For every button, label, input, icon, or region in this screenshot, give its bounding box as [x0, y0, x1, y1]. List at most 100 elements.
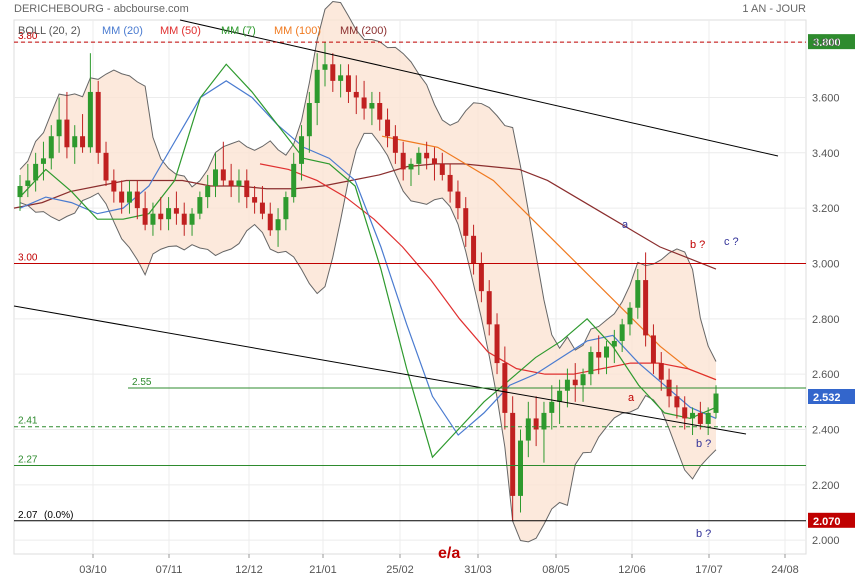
- candle-body: [48, 136, 54, 159]
- candle-body: [330, 64, 336, 81]
- legend-item: MM (50): [160, 25, 201, 37]
- x-tick-label: 25/02: [386, 564, 414, 576]
- candle-body: [126, 191, 132, 203]
- candle-body: [103, 152, 109, 181]
- candle-body: [111, 180, 117, 192]
- candle-body: [338, 75, 344, 81]
- y-tick-label: 2.800: [812, 314, 840, 326]
- last-price-tag: 2.532: [808, 389, 855, 404]
- y-tick-label: 2.400: [812, 424, 840, 436]
- legend: BOLL (20, 2) MM (20) MM (50) MM (7) MM (100)…: [18, 25, 387, 37]
- wave-label: a: [628, 392, 635, 404]
- ma-line: [19, 63, 717, 459]
- candle-body: [275, 219, 281, 231]
- price-levels: 3.80 3.800 3.00 2.55 2.41 2.27 2.07 (0.0%) 2.070: [14, 31, 855, 528]
- bollinger-fill: [20, 1, 716, 542]
- candle-body: [517, 440, 523, 496]
- wave-label: c ?: [724, 236, 739, 248]
- candle-body: [650, 335, 656, 364]
- candle-body: [213, 169, 219, 187]
- candle-body: [205, 186, 211, 198]
- level-label: 2.27: [18, 454, 38, 465]
- wave-label: b ?: [696, 438, 711, 450]
- legend-item: MM (100): [274, 25, 321, 37]
- candle-body: [431, 158, 437, 164]
- moving-averages: [13, 63, 717, 459]
- candle-body: [166, 208, 172, 220]
- candle-body: [142, 208, 148, 225]
- level-label: 2.07: [18, 510, 38, 521]
- candle-body: [220, 169, 226, 181]
- x-tick-label: 21/01: [309, 564, 337, 576]
- candle-body: [25, 180, 31, 187]
- candle-body: [189, 213, 195, 225]
- candle-body: [416, 152, 422, 164]
- level-label: 2.41: [18, 416, 38, 427]
- candle-body: [627, 307, 633, 325]
- candle-body: [439, 163, 445, 175]
- level-percent: (0.0%): [44, 510, 73, 521]
- candle-body: [259, 202, 265, 214]
- candle-body: [705, 412, 711, 424]
- candle-body: [64, 119, 70, 148]
- legend-item: MM (200): [340, 25, 387, 37]
- candle-body: [619, 324, 625, 341]
- level-tag-label: 3.800: [813, 37, 841, 49]
- x-tick-label: 03/10: [79, 564, 107, 576]
- candle-body: [345, 75, 351, 92]
- x-tick-label: 07/11: [156, 564, 183, 576]
- candle-body: [72, 136, 78, 148]
- candle-body: [596, 352, 602, 358]
- candle-body: [525, 418, 531, 441]
- candle-body: [267, 213, 273, 231]
- candle-body: [463, 208, 469, 236]
- y-axis: 2.000 2.200 2.400 2.600 2.800 3.000 3.200 3.400…: [812, 37, 840, 547]
- candle-body: [33, 163, 39, 181]
- candle-body: [713, 393, 719, 413]
- candle-body: [314, 69, 320, 104]
- candle-body: [236, 180, 242, 187]
- candle-body: [408, 163, 414, 170]
- y-tick-label: 3.200: [812, 203, 840, 215]
- lower-trendline: [13, 305, 747, 435]
- wave-label: a: [622, 219, 629, 231]
- ma-line: [259, 163, 717, 381]
- candle-body: [17, 186, 23, 198]
- candle-body: [150, 213, 156, 225]
- candle-body: [494, 324, 500, 364]
- candle-body: [510, 412, 516, 496]
- candle-body: [361, 97, 367, 109]
- candle-body: [690, 412, 696, 419]
- x-tick-label: 24/08: [771, 564, 799, 576]
- candle-body: [541, 412, 547, 430]
- wave-annotations: a b ? c ? a b ? b ? e/a: [438, 219, 739, 562]
- x-tick-label: 12/06: [618, 564, 646, 576]
- chart-title: DERICHEBOURG - abcbourse.com: [14, 3, 189, 15]
- candle-body: [80, 136, 86, 148]
- candle-body: [611, 340, 617, 347]
- candle-body: [353, 91, 359, 98]
- y-tick-label: 3.600: [812, 92, 840, 104]
- candle-body: [377, 103, 383, 120]
- x-axis: 03/10 07/11 12/12 21/01 25/02 31/03 08/05 12/06…: [79, 554, 799, 576]
- last-price-value: 2.532: [813, 392, 841, 404]
- candle-body: [306, 103, 312, 137]
- x-tick-label: 08/05: [542, 564, 570, 576]
- ma-line: [381, 135, 717, 381]
- candle-body: [392, 136, 398, 153]
- candle-body: [322, 64, 328, 70]
- wave-label: b ?: [690, 239, 705, 251]
- candle-body: [604, 346, 610, 358]
- candle-body: [471, 235, 477, 264]
- level-tag: [808, 34, 855, 50]
- bollinger-upper: [19, 0, 717, 362]
- candle-body: [533, 418, 539, 430]
- candle-body: [400, 152, 406, 170]
- candle-body: [158, 213, 164, 220]
- candle-body: [635, 280, 641, 308]
- level-tag: [808, 512, 855, 528]
- candle-body: [658, 363, 664, 380]
- legend-item: MM (20): [102, 25, 143, 37]
- candle-body: [447, 174, 453, 192]
